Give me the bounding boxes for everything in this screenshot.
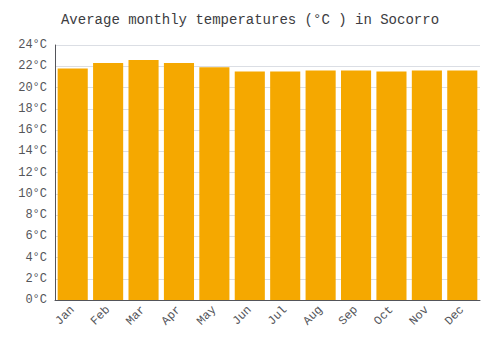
svg-text:Apr: Apr [159, 303, 184, 328]
svg-text:22°C: 22°C [18, 59, 47, 73]
svg-text:Jan: Jan [53, 303, 78, 328]
svg-text:16°C: 16°C [18, 123, 47, 137]
svg-text:6°C: 6°C [25, 229, 47, 243]
svg-text:Nov: Nov [407, 303, 432, 328]
svg-text:Oct: Oct [371, 303, 396, 328]
svg-text:24°C: 24°C [18, 38, 47, 52]
svg-text:12°C: 12°C [18, 166, 47, 180]
svg-text:Average monthly temperatures (: Average monthly temperatures (°C ) in So… [61, 12, 439, 28]
svg-text:14°C: 14°C [18, 144, 47, 158]
svg-text:Feb: Feb [88, 303, 113, 328]
svg-text:Jun: Jun [230, 303, 255, 328]
svg-text:Sep: Sep [336, 303, 361, 328]
svg-text:4°C: 4°C [25, 251, 47, 265]
svg-text:2°C: 2°C [25, 272, 47, 286]
svg-text:Mar: Mar [123, 303, 148, 328]
svg-text:0°C: 0°C [25, 293, 47, 307]
svg-text:10°C: 10°C [18, 187, 47, 201]
svg-text:18°C: 18°C [18, 102, 47, 116]
svg-text:Dec: Dec [442, 303, 467, 328]
svg-text:Jul: Jul [265, 303, 290, 328]
svg-text:May: May [194, 303, 219, 328]
svg-text:8°C: 8°C [25, 208, 47, 222]
svg-text:20°C: 20°C [18, 81, 47, 95]
svg-text:Aug: Aug [300, 303, 325, 328]
